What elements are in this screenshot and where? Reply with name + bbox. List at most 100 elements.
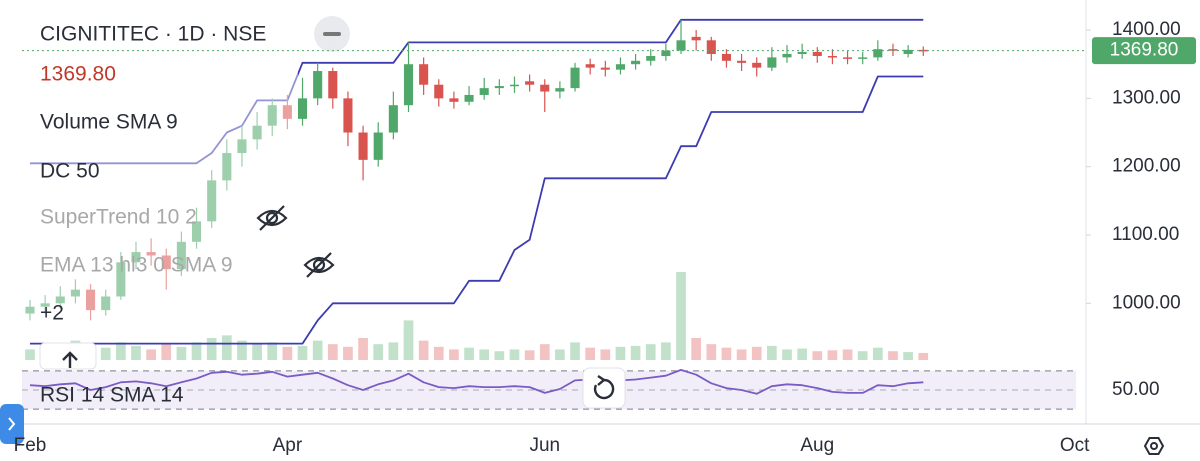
volume-bar <box>449 349 459 360</box>
candle-body <box>843 57 853 59</box>
hidden-eye-icon[interactable] <box>303 252 335 278</box>
candle-body <box>797 51 807 54</box>
volume-bar <box>888 351 898 360</box>
volume-bar <box>403 320 414 360</box>
volume-bar <box>433 346 444 360</box>
volume-bar <box>221 335 232 360</box>
candle-body <box>525 81 535 85</box>
last-price-badge-label: 1369.80 <box>1110 40 1179 61</box>
volume-bar <box>797 348 807 360</box>
volume-bar <box>661 342 671 360</box>
candle-body <box>252 125 262 140</box>
volume-bar <box>115 342 126 360</box>
volume-bar <box>479 349 490 360</box>
volume-bar <box>615 346 626 360</box>
chart-title: CIGNITITEC · 1D · NSE <box>40 23 266 46</box>
more-indicators[interactable]: +2 <box>40 302 64 325</box>
volume-bar <box>252 344 262 360</box>
candle-body <box>237 139 247 154</box>
volume-bar <box>691 338 702 360</box>
y-tick-label: 1000.00 <box>1112 292 1181 313</box>
last-price-legend: 1369.80 <box>40 63 116 86</box>
volume-bar <box>585 347 596 360</box>
candle-body <box>585 64 595 68</box>
candle-body <box>661 50 671 57</box>
candle-body <box>782 53 792 58</box>
candle-body <box>207 180 217 222</box>
collapse-button[interactable] <box>314 16 350 52</box>
volume-bar <box>509 349 520 360</box>
volume-bar <box>555 349 565 360</box>
candle-body <box>267 105 277 126</box>
volume-bar <box>237 340 247 360</box>
candle-body <box>737 60 747 63</box>
candle-body <box>297 98 308 119</box>
reset-button[interactable] <box>582 367 626 409</box>
volume-bar <box>282 346 293 360</box>
candle-body <box>449 98 459 102</box>
indicator-legend: Volume SMA 9 <box>40 111 178 134</box>
volume-bar <box>539 344 550 360</box>
candle-body <box>343 98 353 133</box>
volume-bar <box>312 340 323 360</box>
y-tick-label: 1100.00 <box>1112 224 1179 245</box>
candle-body <box>328 71 338 99</box>
candle-body <box>373 132 383 160</box>
y-tick-label: 1400.00 <box>1112 19 1181 40</box>
volume-bar <box>327 344 338 360</box>
settings-icon[interactable] <box>1143 437 1165 455</box>
candle-body <box>358 132 368 160</box>
volume-bar <box>100 347 111 360</box>
hidden-eye-icon[interactable] <box>256 205 288 231</box>
volume-bar <box>464 347 474 360</box>
volume-bar <box>191 342 202 360</box>
volume-bar <box>146 349 156 360</box>
candle-body <box>116 262 126 297</box>
candle-body <box>464 94 474 102</box>
candle-body <box>494 86 504 89</box>
x-tick-label: Aug <box>800 435 834 456</box>
rsi-tick-label: 50.00 <box>1112 379 1160 400</box>
volume-bar <box>721 347 732 360</box>
volume-bar <box>343 346 353 360</box>
candle-body <box>222 153 232 181</box>
volume-bar <box>872 347 883 360</box>
y-tick-label: 1200.00 <box>1112 156 1181 177</box>
volume-bar <box>736 349 747 360</box>
rsi-line <box>29 369 924 395</box>
candle-body <box>70 289 80 297</box>
volume-bar <box>161 344 172 360</box>
candle-body <box>827 56 837 58</box>
volume-bar <box>131 345 141 360</box>
volume-bar <box>25 349 35 360</box>
candle-body <box>676 40 686 51</box>
volume-bar <box>373 344 384 360</box>
x-tick-label: Feb <box>14 435 47 456</box>
volume-bar <box>267 342 278 360</box>
volume-bar <box>812 351 823 360</box>
candle-body <box>25 306 35 314</box>
plot-area <box>22 18 1076 410</box>
candle-body <box>509 84 520 87</box>
candle-body <box>403 64 414 106</box>
candle-body <box>903 49 913 54</box>
candle-body <box>131 252 141 263</box>
candle-body <box>858 57 868 59</box>
candle-body <box>873 49 883 58</box>
expand-pane-button[interactable] <box>39 342 97 370</box>
side-panel-toggle[interactable] <box>0 404 24 444</box>
candle-body <box>479 88 489 95</box>
candle-body <box>752 62 762 68</box>
candle-body <box>419 64 429 85</box>
candle-body <box>570 67 580 89</box>
volume-bar <box>918 352 929 360</box>
candle-body <box>146 252 156 256</box>
last-price-badge <box>1092 37 1196 65</box>
volume-bar <box>645 344 656 360</box>
volume-bar <box>418 340 429 360</box>
legend-shade <box>22 0 298 330</box>
candle-body <box>631 60 641 65</box>
candle-body <box>540 84 550 92</box>
volume-bar <box>767 345 777 360</box>
